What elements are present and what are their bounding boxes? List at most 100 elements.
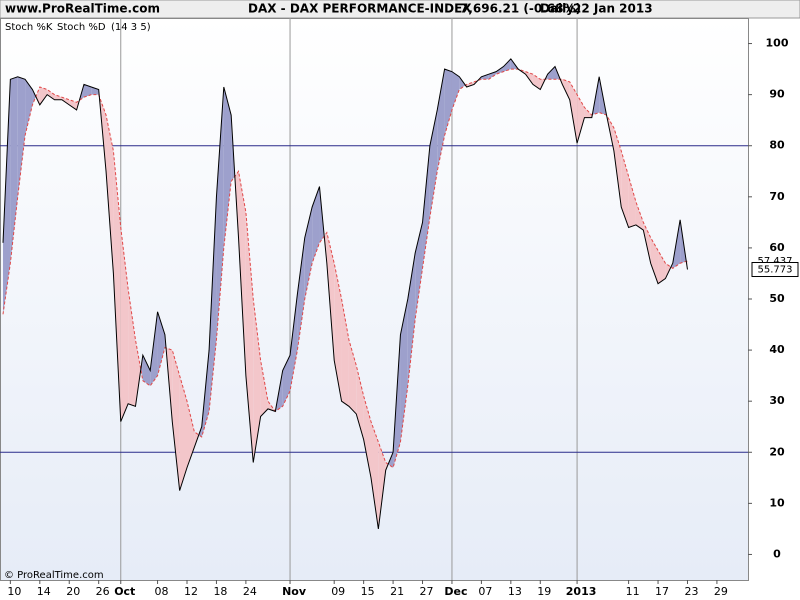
fill-band xyxy=(39,86,48,105)
fill-band xyxy=(628,176,636,228)
y-tick-label: 80 xyxy=(769,139,785,152)
x-tick-label: Nov xyxy=(282,585,307,598)
x-tick-label: 18 xyxy=(213,585,227,598)
fill-band xyxy=(312,186,320,264)
y-tick-label: 30 xyxy=(769,394,785,407)
fill-band xyxy=(69,99,77,110)
fill-band xyxy=(83,84,92,98)
fill-band xyxy=(466,81,475,87)
fill-band xyxy=(459,76,466,90)
series-line xyxy=(2,58,688,529)
x-tick-label: 17 xyxy=(655,585,669,598)
fill-band xyxy=(91,86,99,95)
fill-band xyxy=(635,201,644,231)
fill-band xyxy=(422,145,430,269)
x-tick-label: Dec xyxy=(444,585,467,598)
fill-band xyxy=(238,171,246,376)
fill-band xyxy=(282,355,291,407)
x-tick-label: 10 xyxy=(7,585,21,598)
fill-band xyxy=(451,71,460,110)
fill-band xyxy=(569,81,578,144)
legend-params: (14 3 5) xyxy=(111,22,151,33)
fill-band xyxy=(245,212,254,463)
date: 22 Jan 2013 xyxy=(573,2,653,16)
x-tick-label: 13 xyxy=(508,585,522,598)
fill-band xyxy=(157,311,165,376)
site: www.ProRealTime.com xyxy=(5,2,160,16)
x-tick-label: 11 xyxy=(626,585,640,598)
last-value-label: 55.773 xyxy=(758,265,793,276)
last-value-label: 57.437 xyxy=(758,256,793,267)
x-tick-label: 29 xyxy=(714,585,728,598)
fill-band xyxy=(348,339,357,414)
fill-band xyxy=(47,89,55,100)
x-tick-label: 12 xyxy=(184,585,198,598)
fill-band xyxy=(407,253,416,386)
fill-band xyxy=(341,299,349,407)
x-tick-label: 2013 xyxy=(566,585,597,598)
series-line xyxy=(2,68,688,469)
fill-band xyxy=(135,339,141,407)
fill-band xyxy=(658,250,666,284)
legend-entry: Stoch %K xyxy=(5,22,53,33)
footer: © ProRealTime.com xyxy=(4,570,104,581)
fill-band xyxy=(253,299,261,463)
x-tick-label: 08 xyxy=(155,585,169,598)
fill-band xyxy=(3,79,11,315)
fill-band xyxy=(260,360,268,417)
last-value-box xyxy=(751,262,799,278)
fill-band xyxy=(35,86,40,105)
fill-band xyxy=(10,76,18,264)
quote: 7,696.21 (-0.68%) xyxy=(460,2,581,16)
fill-band xyxy=(17,76,26,197)
period: Daily xyxy=(540,2,574,16)
x-tick-label: 20 xyxy=(66,585,80,598)
fill-band xyxy=(503,58,511,72)
y-tick-label: 60 xyxy=(769,241,785,254)
fill-band xyxy=(562,79,570,100)
fill-band xyxy=(216,86,224,340)
fill-band xyxy=(223,86,232,248)
fill-band xyxy=(496,66,504,75)
y-tick-label: 90 xyxy=(769,88,785,101)
legend-entry: Stoch %D xyxy=(57,22,106,33)
plot xyxy=(0,18,748,580)
fill-band xyxy=(400,299,408,443)
x-tick-label: 23 xyxy=(684,585,698,598)
x-tick-label: 27 xyxy=(420,585,434,598)
fill-band xyxy=(613,127,622,208)
fill-band xyxy=(547,66,555,80)
fill-band xyxy=(481,74,489,80)
fill-band xyxy=(356,365,364,440)
fill-band xyxy=(179,375,187,491)
x-tick-label: 24 xyxy=(243,585,257,598)
fill-band xyxy=(54,94,62,100)
fill-band xyxy=(290,293,298,391)
x-tick-label: 15 xyxy=(361,585,375,598)
fill-band xyxy=(25,79,33,136)
fill-band xyxy=(120,227,129,422)
fill-band xyxy=(172,350,180,491)
instrument: DAX - DAX PERFORMANCE-INDEX xyxy=(248,2,472,16)
fill-band xyxy=(429,109,438,218)
fill-band xyxy=(32,89,36,105)
x-tick-label: 14 xyxy=(37,585,51,598)
x-tick-label: 21 xyxy=(390,585,404,598)
fill-band xyxy=(113,150,121,422)
fill-band xyxy=(142,355,151,386)
fill-band xyxy=(371,421,379,529)
y-tick-label: 50 xyxy=(769,292,785,305)
y-tick-label: 70 xyxy=(769,190,785,203)
y-tick-label: 10 xyxy=(769,496,785,509)
y-tick-label: 0 xyxy=(773,547,781,560)
fill-band xyxy=(577,94,585,144)
fill-band xyxy=(326,232,335,361)
fill-band xyxy=(584,107,592,118)
fill-band xyxy=(650,237,659,284)
fill-band xyxy=(334,263,342,402)
y-tick-label: 20 xyxy=(769,445,785,458)
x-tick-label: 19 xyxy=(537,585,551,598)
x-tick-label: Oct xyxy=(114,585,135,598)
fill-band xyxy=(209,196,217,412)
